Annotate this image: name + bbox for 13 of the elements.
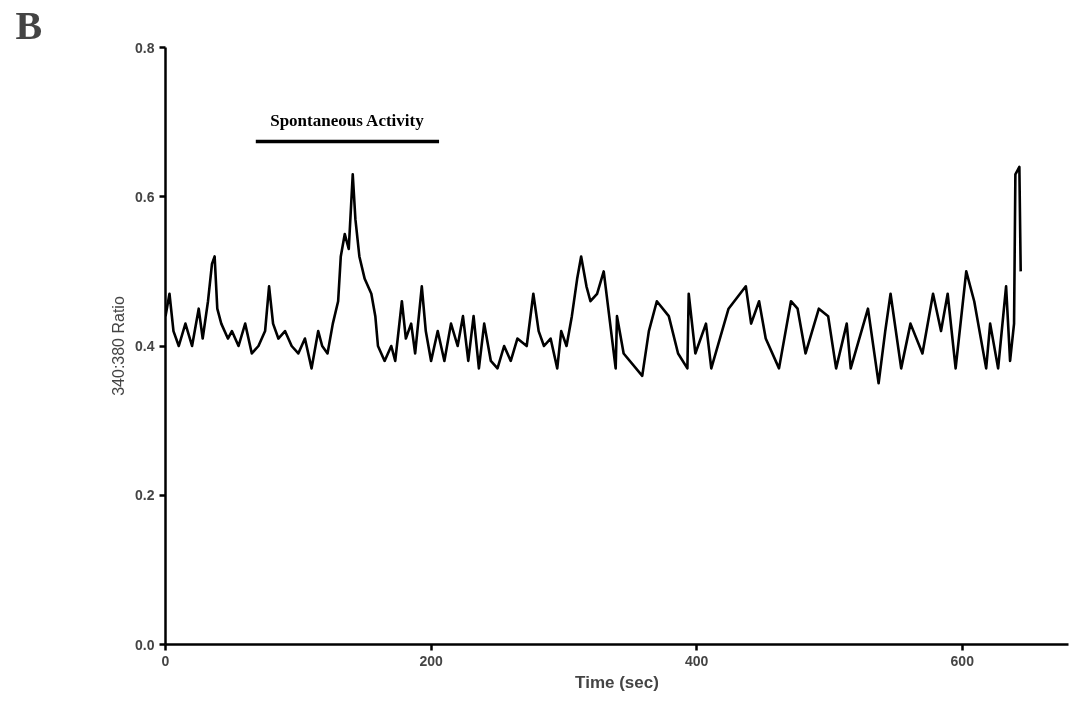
x-tick-label: 200 xyxy=(419,652,443,669)
series-label: Spontaneous Activity xyxy=(270,110,425,130)
y-tick-label: 0.8 xyxy=(135,39,155,56)
y-tick-label: 0.0 xyxy=(135,636,155,653)
y-tick-label: 0.2 xyxy=(135,487,155,504)
y-axis-title: 340:380 Ratio xyxy=(110,296,128,396)
x-tick-label: 0 xyxy=(161,652,170,669)
text: B xyxy=(15,2,43,48)
y-tick-label: 0.4 xyxy=(135,338,155,354)
y-tick-label: 0.6 xyxy=(135,188,155,205)
x-tick-label: 400 xyxy=(685,652,709,669)
x-tick-label: 600 xyxy=(950,652,975,669)
x-axis-title: Time (sec) xyxy=(575,672,659,692)
